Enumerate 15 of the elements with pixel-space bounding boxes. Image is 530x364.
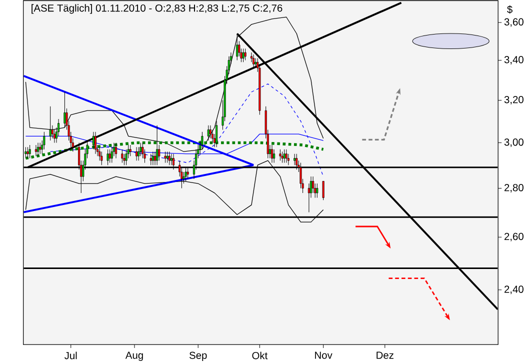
x-tick-label: Sep [189, 352, 207, 361]
y-axis-title: $ [507, 5, 512, 14]
x-tick-label: Dez [376, 352, 394, 359]
x-tick-label: Nov [315, 352, 332, 359]
y-tick-label: 3,60 [504, 18, 524, 27]
x-tick-label: Jul [64, 352, 77, 360]
y-tick-label: 2,40 [504, 285, 524, 294]
x-tick-label: Okt [252, 352, 268, 360]
x-tick-label: Aug [125, 352, 143, 361]
y-tick-label: 3,40 [504, 56, 524, 64]
chart-title: [ASE Täglich] 01.11.2010 - O:2,83 H:2,83 L:2,75 C:2,76 [32, 4, 282, 14]
y-tick-label: 2,60 [504, 232, 524, 242]
y-tick-label: 2,80 [504, 184, 524, 192]
y-tick-label: 3,20 [504, 96, 524, 104]
y-tick-label: 3,00 [504, 138, 524, 147]
